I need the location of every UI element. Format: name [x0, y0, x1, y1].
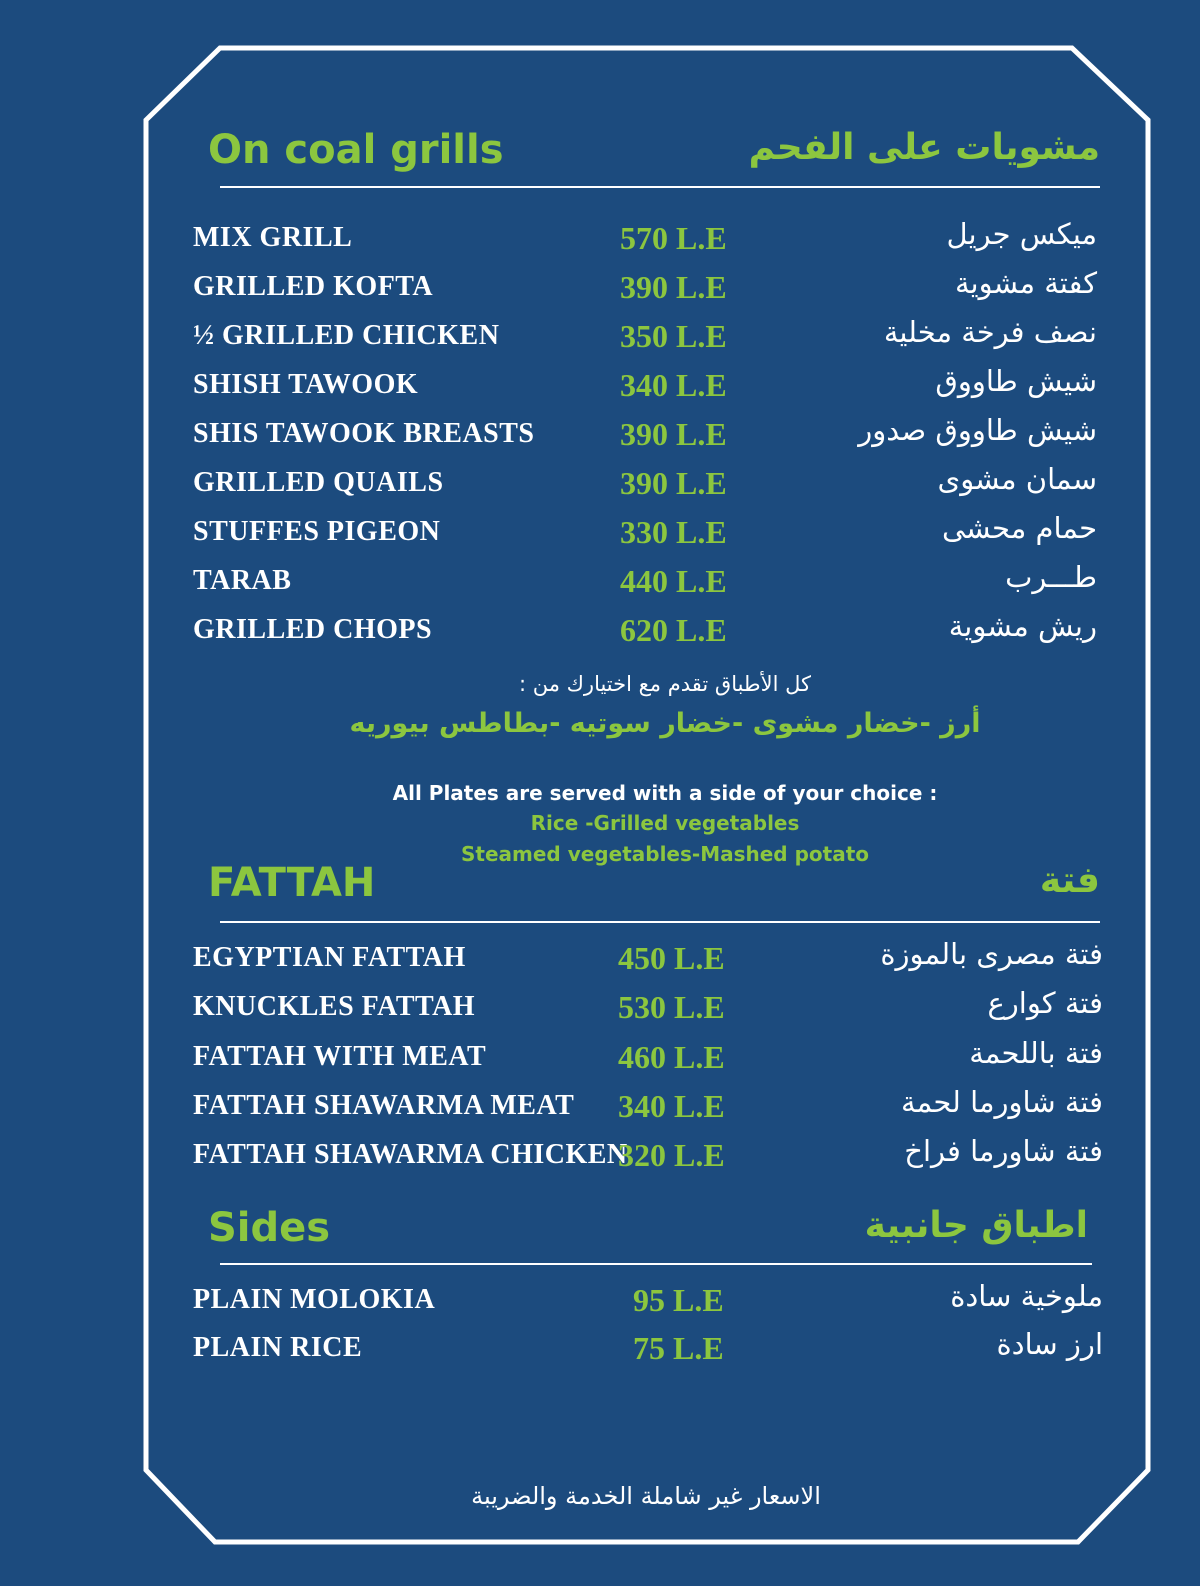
item-price: 450 L.E	[618, 940, 725, 976]
item-name-en: GRILLED KOFTA	[193, 271, 434, 302]
border	[143, 45, 1151, 1545]
item-name-en: KNUCKLES FATTAH	[193, 991, 476, 1023]
item-price: 340 L.E	[620, 367, 727, 403]
item-price: 390 L.E	[620, 269, 727, 305]
item-price: 530 L.E	[618, 989, 725, 1026]
item-name-en: STUFFES PIGEON	[193, 516, 441, 547]
section-title-ar: فتة	[1039, 860, 1100, 901]
item-name-ar: شيش طاووق	[935, 364, 1097, 398]
item-price: 340 L.E	[618, 1087, 725, 1124]
item-name-ar: حمام محشى	[942, 511, 1097, 545]
divider	[220, 186, 1100, 188]
note-en-options: Steamed vegetables-Mashed potato	[461, 842, 869, 866]
item-name-ar: ريش مشوية	[948, 609, 1097, 643]
item-price: 350 L.E	[620, 318, 727, 354]
item-name-en: PLAIN MOLOKIA	[193, 1284, 436, 1315]
section-title-ar: مشويات على الفحم	[748, 127, 1100, 168]
item-name-en: ½ GRILLED CHICKEN	[193, 320, 500, 351]
item-name-ar: ارز سادة	[996, 1327, 1103, 1361]
item-name-ar: فتة شاورما لحمة	[901, 1084, 1103, 1119]
note-ar-intro: كل الأطباق تقدم مع اختيارك من :	[518, 672, 812, 696]
item-name-ar: شيش طاووق صدور	[858, 413, 1097, 447]
item-price: 620 L.E	[620, 612, 727, 648]
item-name-en: FATTAH WITH MEAT	[193, 1040, 487, 1072]
item-name-ar: سمان مشوى	[937, 462, 1098, 496]
item-name-en: SHISH TAWOOK	[193, 369, 419, 400]
item-price: 75 L.E	[633, 1330, 724, 1366]
item-name-en: SHIS TAWOOK BREASTS	[193, 418, 535, 449]
item-price: 320 L.E	[618, 1137, 725, 1174]
item-price: 570 L.E	[620, 220, 727, 256]
section-title-ar: اطباق جانبية	[864, 1205, 1088, 1246]
item-price: 95 L.E	[633, 1282, 724, 1318]
note-ar-options: أرز -خضار مشوى -خضار سوتيه -بطاطس بيوريه	[349, 708, 981, 739]
item-name-ar: نصف فرخة مخلية	[883, 315, 1097, 349]
item-name-en: GRILLED CHOPS	[193, 614, 433, 645]
section-title-en: On coal grills	[208, 127, 504, 173]
item-name-ar: ملوخية سادة	[950, 1279, 1103, 1313]
section-title-en: FATTAH	[208, 860, 376, 906]
note-en-intro: All Plates are served with a side of you…	[392, 781, 938, 805]
footer-note: الاسعار غير شاملة الخدمة والضريبة	[471, 1482, 821, 1510]
item-name-en: GRILLED QUAILS	[193, 467, 444, 498]
section-title-en: Sides	[208, 1205, 331, 1251]
item-name-en: FATTAH SHAWARMA MEAT	[193, 1089, 575, 1121]
item-price: 390 L.E	[620, 465, 727, 501]
item-name-ar: ميكس جريل	[946, 217, 1097, 251]
item-name-en: TARAB	[193, 565, 292, 596]
note-en-options: Rice -Grilled vegetables	[530, 811, 800, 835]
item-price: 460 L.E	[618, 1038, 725, 1075]
item-name-ar: فتة باللحمة	[969, 1035, 1103, 1070]
item-price: 390 L.E	[620, 416, 727, 452]
item-name-en: PLAIN RICE	[193, 1332, 363, 1363]
divider	[220, 1263, 1092, 1265]
item-name-ar: كفتة مشوية	[955, 266, 1097, 300]
item-name-en: FATTAH SHAWARMA CHICKEN	[193, 1139, 628, 1171]
item-name-ar: فتة مصرى بالموزة	[880, 937, 1103, 971]
item-name-ar: فتة شاورما فراخ	[904, 1134, 1103, 1169]
item-name-ar: فتة كوارع	[987, 986, 1103, 1021]
item-name-en: MIX GRILL	[193, 222, 353, 253]
item-price: 440 L.E	[620, 563, 727, 599]
item-name-ar: طـــرب	[1005, 560, 1097, 594]
item-name-en: EGYPTIAN FATTAH	[193, 942, 466, 973]
item-price: 330 L.E	[620, 514, 727, 550]
divider	[220, 921, 1100, 923]
